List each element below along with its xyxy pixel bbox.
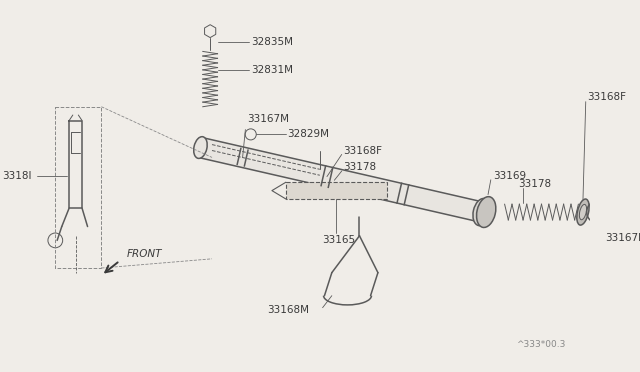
Text: 33167F: 33167F bbox=[605, 233, 640, 243]
Text: 33178: 33178 bbox=[344, 162, 377, 172]
Text: 33168M: 33168M bbox=[268, 305, 309, 314]
Ellipse shape bbox=[477, 197, 496, 227]
Text: 33165: 33165 bbox=[323, 235, 356, 246]
Text: 32835M: 32835M bbox=[251, 37, 292, 47]
Text: 33168F: 33168F bbox=[588, 92, 627, 102]
Text: ^333*00.3: ^333*00.3 bbox=[516, 340, 566, 349]
Ellipse shape bbox=[577, 199, 589, 225]
Text: 33178: 33178 bbox=[518, 179, 552, 189]
Text: 32829M: 32829M bbox=[287, 129, 330, 140]
Text: 3318l: 3318l bbox=[2, 171, 31, 181]
Ellipse shape bbox=[194, 137, 207, 158]
Ellipse shape bbox=[579, 204, 587, 220]
Text: 33168F: 33168F bbox=[344, 146, 383, 156]
Polygon shape bbox=[198, 138, 484, 222]
Ellipse shape bbox=[473, 199, 490, 226]
Text: 33167M: 33167M bbox=[247, 113, 289, 124]
Text: FRONT: FRONT bbox=[126, 249, 162, 259]
Text: 33169: 33169 bbox=[493, 171, 527, 181]
Text: 32831M: 32831M bbox=[251, 65, 292, 75]
Polygon shape bbox=[285, 182, 387, 199]
